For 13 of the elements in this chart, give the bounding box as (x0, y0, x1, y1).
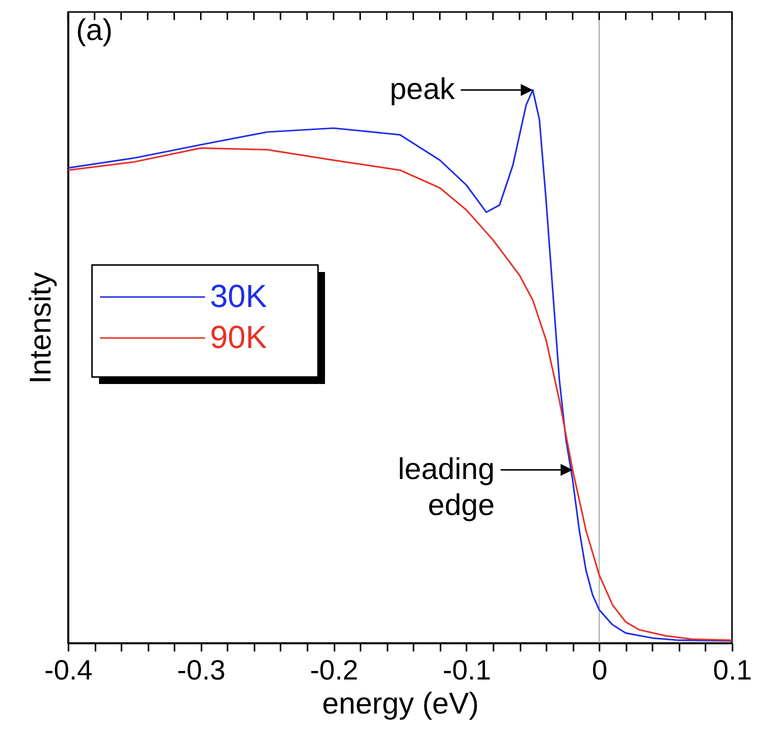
y-axis-title: Intensity (24, 272, 58, 384)
x-tick-label: -0.3 (177, 654, 226, 686)
legend-label: 90K (210, 319, 267, 355)
x-tick-label: -0.4 (44, 654, 93, 686)
annotation: peak (390, 72, 456, 106)
x-tick-label: -0.2 (310, 654, 358, 686)
annotation: leading edge (398, 452, 495, 522)
legend-label: 30K (210, 278, 267, 314)
x-tick-label: -0.1 (442, 654, 492, 686)
text: (a) (76, 14, 113, 47)
x-tick-label: 0 (592, 654, 608, 686)
x-axis-title: energy (eV) (322, 688, 479, 720)
x-tick-label: 0.1 (713, 654, 752, 686)
